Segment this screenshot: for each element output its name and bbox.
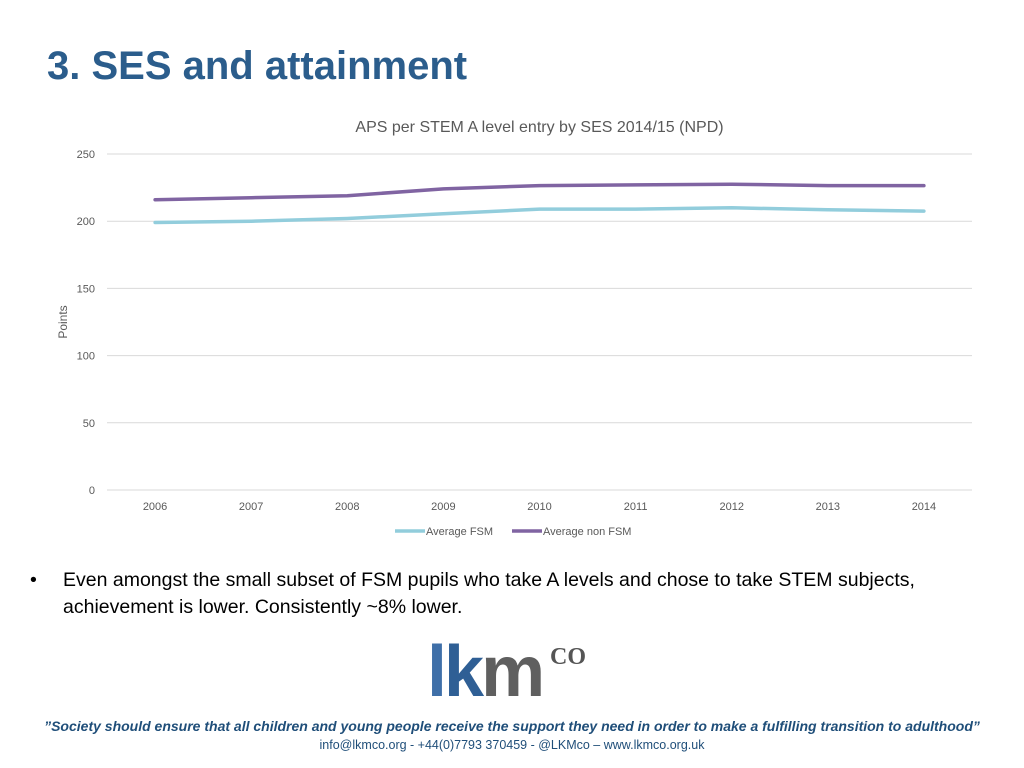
x-tick-label: 2007	[239, 501, 263, 513]
logo-letter-l: l	[427, 632, 447, 712]
x-tick-label: 2012	[719, 501, 743, 513]
lkmco-logo: lkm CO	[427, 632, 597, 712]
x-tick-label: 2014	[912, 501, 936, 513]
logo-superscript: CO	[550, 644, 586, 670]
series-line-fsm	[153, 206, 926, 225]
footer-contact: info@lkmco.org - +44(0)7793 370459 - @LK…	[319, 738, 705, 752]
x-tick-label: 2013	[816, 501, 840, 513]
y-tick-label: 250	[77, 149, 95, 161]
legend-label: Average FSM	[426, 526, 493, 538]
slide-title: 3. SES and attainment	[47, 44, 468, 88]
x-tick-label: 2006	[143, 501, 167, 513]
y-tick-label: 100	[77, 351, 95, 363]
series-line-non-fsm	[153, 182, 926, 202]
y-tick-label: 50	[83, 418, 95, 430]
footer-quote: ”Society should ensure that all children…	[44, 718, 980, 734]
y-tick-label: 150	[77, 283, 95, 295]
bullet-text: Even amongst the small subset of FSM pup…	[63, 569, 915, 618]
x-tick-label: 2009	[431, 501, 455, 513]
y-tick-label: 0	[89, 485, 95, 497]
logo-letter-k: k	[444, 632, 484, 712]
x-tick-label: 2008	[335, 501, 359, 513]
logo-letter-m: m	[481, 632, 545, 712]
x-tick-label: 2010	[527, 501, 551, 513]
x-tick-label: 2011	[624, 501, 648, 513]
y-axis-label: Points	[56, 305, 70, 338]
y-tick-label: 200	[77, 216, 95, 228]
chart-svg: APS per STEM A level entry by SES 2014/1…	[56, 119, 972, 538]
bullet-dot: •	[30, 569, 37, 591]
line-chart: APS per STEM A level entry by SES 2014/1…	[0, 100, 1024, 560]
bullet-list: • Even amongst the small subset of FSM p…	[30, 567, 990, 621]
chart-title: APS per STEM A level entry by SES 2014/1…	[355, 119, 723, 136]
logo-wordmark: lkm	[427, 628, 545, 716]
legend-label: Average non FSM	[543, 526, 631, 538]
bullet-item: • Even amongst the small subset of FSM p…	[30, 567, 990, 621]
